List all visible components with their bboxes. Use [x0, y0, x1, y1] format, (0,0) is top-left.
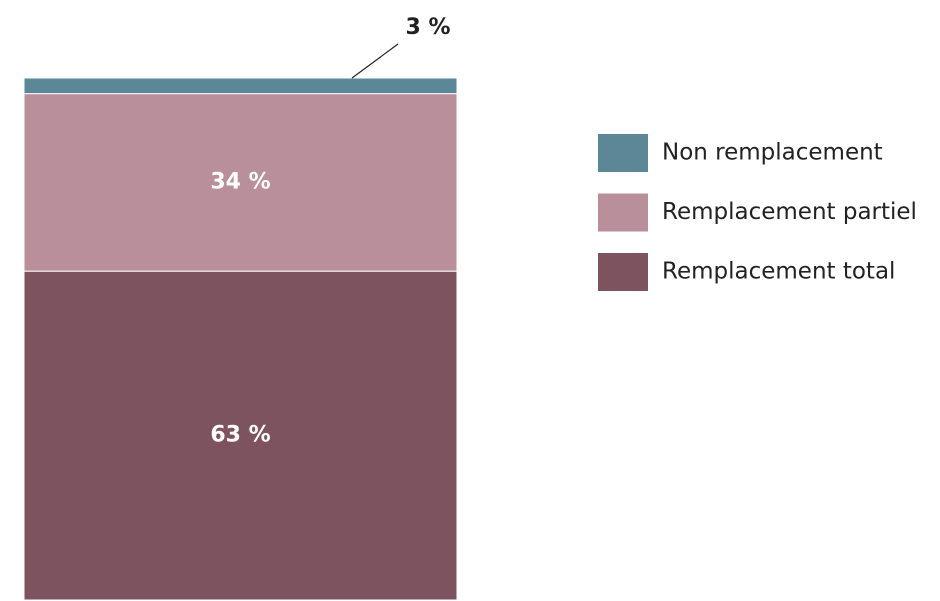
- data-label: 34 %: [210, 169, 270, 194]
- legend-swatch: [598, 253, 648, 291]
- legend-label: Remplacement total: [662, 259, 895, 285]
- legend-swatch: [598, 193, 648, 232]
- legend-swatch: [598, 134, 648, 172]
- data-label: 63 %: [210, 423, 270, 448]
- data-label: 3 %: [405, 15, 450, 40]
- legend-label: Non remplacement: [662, 140, 883, 166]
- leader-line: [351, 43, 399, 79]
- bar-segment: [23, 93, 458, 272]
- legend-label: Remplacement partiel: [662, 199, 917, 225]
- bar-segment: [23, 270, 458, 601]
- bar-segment: [23, 77, 458, 95]
